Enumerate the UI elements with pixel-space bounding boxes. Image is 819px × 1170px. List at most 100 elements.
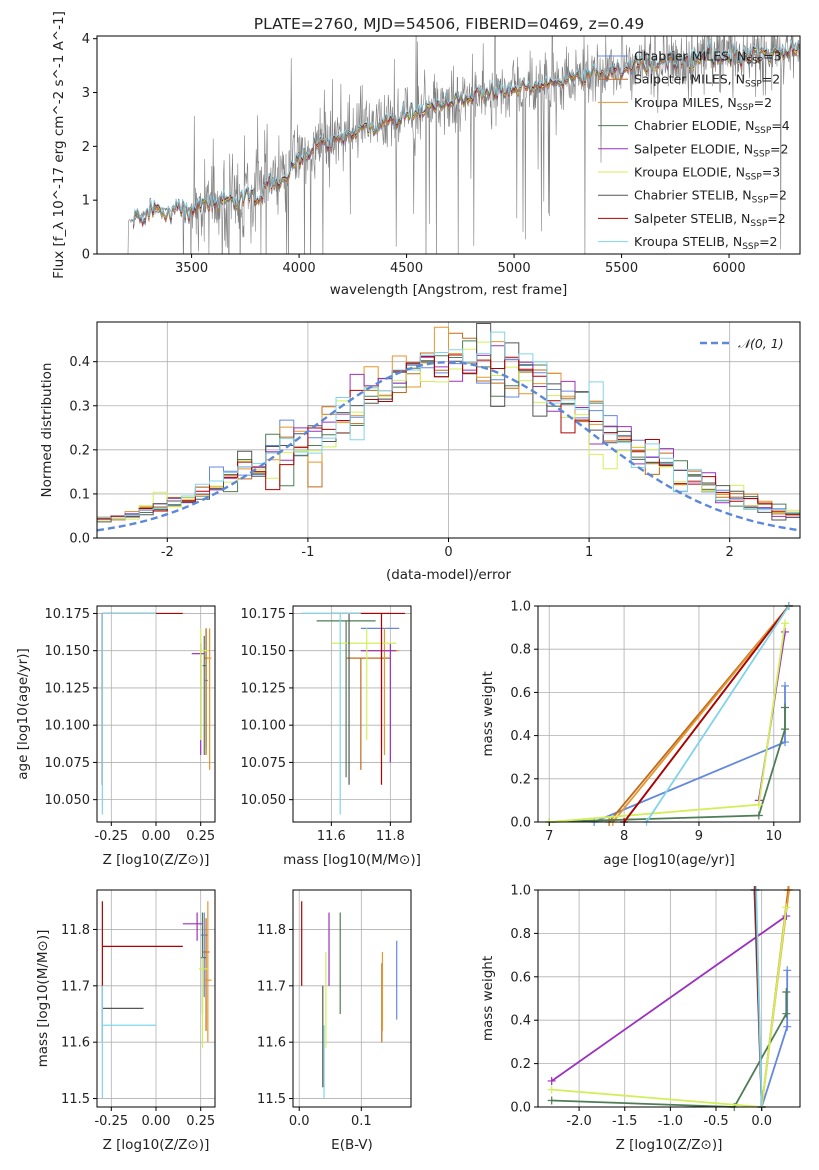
y-tick-label: 0.4 <box>69 355 90 370</box>
x-tick-label: -1.5 <box>612 1114 637 1129</box>
x-axis-label: Z [log10(Z/Z⊙)] <box>616 1137 723 1153</box>
legend-sub: SSP <box>737 103 754 113</box>
x-tick-label: 0.00 <box>142 1114 171 1129</box>
y-axis-label: mass weight <box>480 671 496 756</box>
x-axis-label: Z [log10(Z/Z⊙)] <box>103 852 210 868</box>
legend-label: Chabrier STELIB, NSSP=2 <box>634 188 787 206</box>
legend-sub: SSP <box>742 242 759 252</box>
y-tick-label: 1 <box>82 194 90 209</box>
y-tick-label: 3 <box>82 86 90 101</box>
x-tick-label: 10 <box>766 829 783 844</box>
x-tick-label: -2.0 <box>566 1114 591 1129</box>
plot-layer: 3500 4000 4500 5000 5500 6000 0 1 2 3 4 wavelength … <box>15 11 801 1153</box>
y-tick-label: 0.8 <box>510 927 531 942</box>
mass-weight-line <box>549 707 786 823</box>
legend-label: Chabrier MILES, NSSP=3 <box>634 49 782 67</box>
mass-weight-line <box>755 889 763 1108</box>
x-axis-label: E(B-V) <box>331 1137 373 1153</box>
y-tick-label: 10.100 <box>45 719 91 734</box>
model-fit-line <box>133 39 800 225</box>
x-tick-label: 0.25 <box>186 829 215 844</box>
legend-label: Salpeter MILES, NSSP=2 <box>634 72 780 90</box>
panel-weight-vs-Z: -2.0 -1.5 -1.0 -0.5 0.0 0.0 0.2 0.4 0.6 0.8 1.0 Z [… <box>480 884 801 1153</box>
x-tick-label: -0.25 <box>94 829 128 844</box>
y-tick-label: 0 <box>82 248 90 263</box>
x-axis-label: mass [log10(M/M⊙)] <box>283 852 421 868</box>
mass-weight-point <box>781 738 790 747</box>
x-axis-label: wavelength [Angstrom, rest frame] <box>330 282 568 298</box>
y-tick-label: 0.8 <box>510 643 531 658</box>
y-tick-label: 10.175 <box>241 607 287 622</box>
x-tick-label: 5000 <box>498 261 531 276</box>
x-axis-label: age [log10(age/yr)] <box>603 852 735 868</box>
y-tick-label: 0.2 <box>510 772 531 787</box>
x-tick-label: 7 <box>545 829 553 844</box>
axes-frame <box>537 605 801 823</box>
legend-nssp: =2 <box>770 141 788 156</box>
mass-weight-line <box>760 970 789 1108</box>
panel-mass-vs-ebv: 0.0 0.1 11.5 11.6 11.7 11.8 E(B-V) <box>257 889 412 1153</box>
axes-frame <box>96 35 801 255</box>
x-axis-label: Z [log10(Z/Z⊙)] <box>103 1137 210 1153</box>
y-tick-label: 0.4 <box>510 1014 531 1029</box>
panel-spectrum: 3500 4000 4500 5000 5500 6000 0 1 2 3 4 wavelength … <box>51 11 801 298</box>
x-tick-label: 4500 <box>390 261 423 276</box>
mass-weight-point <box>781 725 790 734</box>
legend-model-name: Kroupa ELODIE, N <box>634 165 745 180</box>
panel-marks <box>301 901 398 1099</box>
residual-histogram <box>97 331 800 519</box>
legend-label: Kroupa ELODIE, NSSP=3 <box>634 165 780 183</box>
x-tick-label: 0.0 <box>289 1114 310 1129</box>
panel-marks <box>97 323 800 532</box>
x-tick-label: -1 <box>301 545 314 560</box>
y-tick-label: 11.6 <box>257 1036 286 1051</box>
legend-nssp: =2 <box>769 188 787 203</box>
mass-weight-line <box>645 605 790 823</box>
panel-marks <box>127 36 800 254</box>
x-tick-label: 2 <box>726 545 734 560</box>
legend-sub: SSP <box>745 173 762 183</box>
legend-model-name: Chabrier ELODIE, N <box>634 118 754 133</box>
mass-weight-point <box>547 1085 556 1094</box>
panel-age-vs-Z: -0.25 0.00 0.25 10.050 10.075 10.100 10.125 10.… <box>15 605 216 868</box>
y-tick-label: 10.125 <box>241 681 287 696</box>
legend-sub: SSP <box>745 80 762 90</box>
y-tick-label: 10.050 <box>241 793 287 808</box>
y-tick-label: 10.075 <box>241 756 287 771</box>
x-tick-label: 6000 <box>713 261 746 276</box>
y-tick-label: 0.6 <box>510 686 531 701</box>
y-tick-label: 0.1 <box>69 487 90 502</box>
y-tick-label: 1.0 <box>510 884 531 899</box>
x-tick-label: 0.25 <box>186 1114 215 1129</box>
y-tick-label: 11.7 <box>61 979 90 994</box>
x-tick-label: 3500 <box>175 261 208 276</box>
legend-sub: SSP <box>753 149 770 159</box>
x-tick-label: 4000 <box>283 261 316 276</box>
y-tick-label: 11.7 <box>257 979 286 994</box>
mass-weight-line <box>593 685 786 823</box>
legend-model-name: Salpeter STELIB, N <box>634 211 750 226</box>
x-tick-label: 0.0 <box>751 1114 772 1129</box>
panel-marks <box>545 602 793 826</box>
legend-label: Chabrier ELODIE, NSSP=4 <box>634 118 790 136</box>
mass-weight-point <box>782 1009 791 1018</box>
panel-mass-vs-Z: -0.25 0.00 0.25 11.5 11.6 11.7 11.8 Z [log10(Z/… <box>35 889 216 1153</box>
y-tick-label: 11.5 <box>61 1092 90 1107</box>
x-tick-label: 5500 <box>605 261 638 276</box>
y-tick-label: 10.050 <box>45 793 91 808</box>
x-tick-label: 0.1 <box>351 1114 372 1129</box>
panel-marks <box>101 901 212 1099</box>
legend-nssp: =4 <box>771 118 789 133</box>
x-tick-label: -0.25 <box>94 1114 128 1129</box>
x-tick-label: -2 <box>161 545 174 560</box>
legend-sub: SSP <box>754 126 771 136</box>
mass-weight-line <box>551 915 787 1082</box>
x-tick-label: 11.8 <box>376 829 405 844</box>
y-tick-label: 0.2 <box>69 443 90 458</box>
legend-nssp: =2 <box>767 211 785 226</box>
y-tick-label: 10.175 <box>45 607 91 622</box>
y-tick-label: 11.6 <box>61 1036 90 1051</box>
y-axis-label: age [log10(age/yr)] <box>15 648 31 780</box>
legend-sub: SSP <box>752 196 769 206</box>
y-tick-label: 0.0 <box>510 1101 531 1116</box>
